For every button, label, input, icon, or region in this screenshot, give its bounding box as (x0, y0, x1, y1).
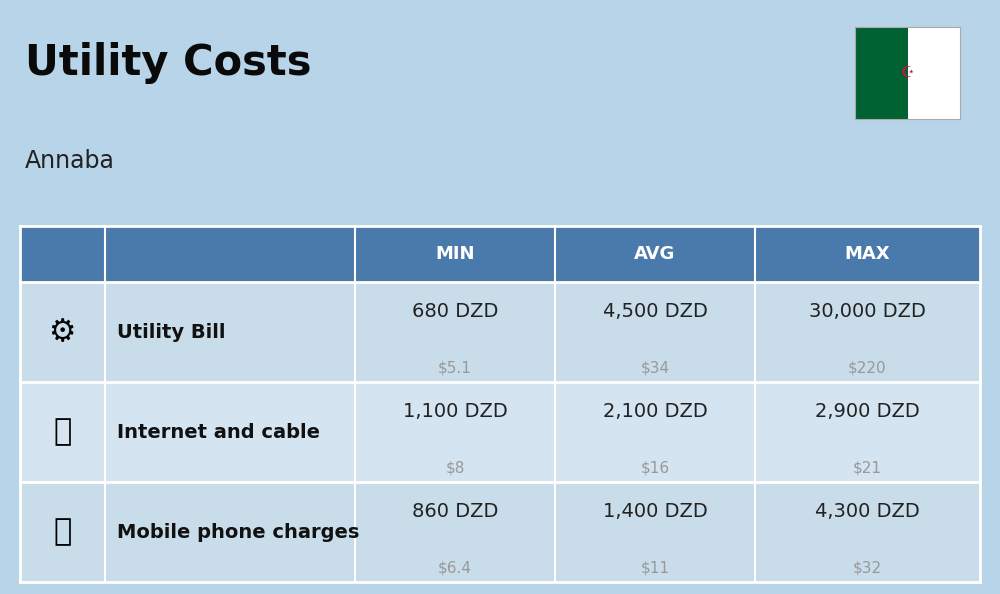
Bar (20, 482, 980, 582)
Text: $5.1: $5.1 (438, 361, 472, 375)
Text: MAX: MAX (845, 245, 890, 263)
Text: ☪: ☪ (901, 65, 914, 80)
Bar (20, 282, 980, 382)
Bar (855, 27, 908, 119)
Text: 📶: 📶 (53, 418, 72, 447)
Text: Annaba: Annaba (25, 148, 115, 172)
Bar (28, 387, 97, 478)
Text: $11: $11 (640, 560, 670, 575)
Text: 860 DZD: 860 DZD (412, 502, 498, 521)
Text: 4,500 DZD: 4,500 DZD (603, 302, 707, 321)
Bar (20, 382, 980, 482)
Bar (855, 27, 960, 119)
Bar (20, 226, 980, 282)
Text: ⚙️: ⚙️ (49, 318, 76, 347)
Text: Utility Costs: Utility Costs (25, 42, 312, 84)
Text: $34: $34 (640, 361, 670, 375)
Text: 680 DZD: 680 DZD (412, 302, 498, 321)
Text: $21: $21 (853, 460, 882, 475)
Text: $8: $8 (445, 460, 465, 475)
Text: Mobile phone charges: Mobile phone charges (117, 523, 359, 542)
Text: 1,400 DZD: 1,400 DZD (603, 502, 707, 521)
Text: 2,100 DZD: 2,100 DZD (603, 402, 707, 421)
Text: $6.4: $6.4 (438, 560, 472, 575)
Text: AVG: AVG (634, 245, 676, 263)
Text: $220: $220 (848, 361, 887, 375)
Bar (908, 27, 960, 119)
Text: $32: $32 (853, 560, 882, 575)
Text: 4,300 DZD: 4,300 DZD (815, 502, 920, 521)
Text: Utility Bill: Utility Bill (117, 323, 226, 342)
Text: 30,000 DZD: 30,000 DZD (809, 302, 926, 321)
Bar (28, 287, 97, 377)
Bar (28, 487, 97, 577)
Text: MIN: MIN (435, 245, 475, 263)
Text: 1,100 DZD: 1,100 DZD (403, 402, 507, 421)
Text: 2,900 DZD: 2,900 DZD (815, 402, 920, 421)
Text: $16: $16 (640, 460, 670, 475)
Text: 📱: 📱 (53, 517, 72, 546)
Text: Internet and cable: Internet and cable (117, 423, 320, 441)
